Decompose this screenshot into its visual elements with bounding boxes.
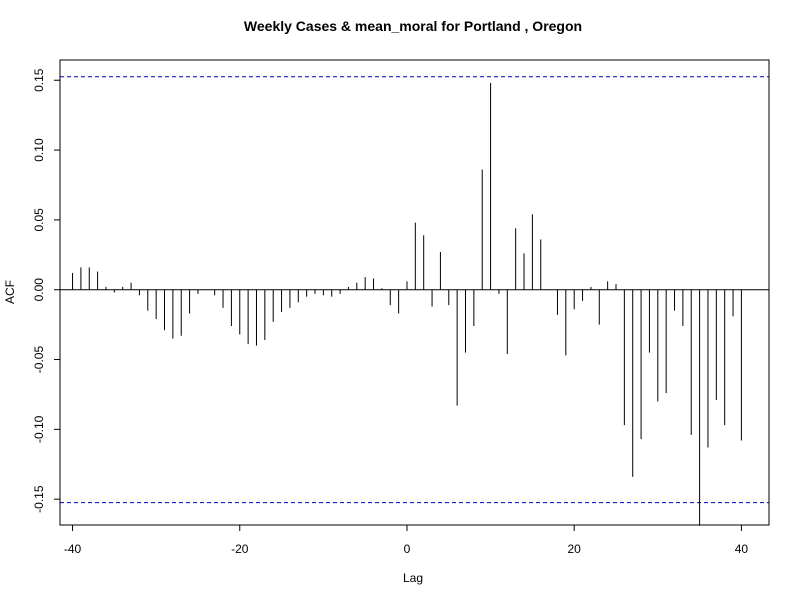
chart-marks: -40 -20 0 20 40 -0.15 -0.10 -0.05 0.00 0.05 0.10 0.…: [32, 68, 769, 556]
y-tick-label: -0.05: [32, 346, 46, 374]
x-tick-label: 20: [568, 542, 582, 556]
y-tick-label: 0.10: [32, 138, 46, 162]
y-tick-label: 0.00: [32, 278, 46, 302]
y-tick-label: -0.15: [32, 485, 46, 513]
x-tick-label: 0: [404, 542, 411, 556]
plot-frame: [59, 59, 770, 526]
chart-title: Weekly Cases & mean_moral for Portland ,…: [244, 18, 582, 34]
y-tick-label: -0.10: [32, 415, 46, 443]
x-axis-label: Lag: [403, 571, 423, 585]
y-tick-label: 0.15: [32, 68, 46, 92]
x-tick-label: -20: [231, 542, 249, 556]
x-tick-label: 40: [735, 542, 749, 556]
y-tick-label: 0.05: [32, 208, 46, 232]
x-tick-label: -40: [64, 542, 82, 556]
y-axis-label: ACF: [3, 280, 17, 304]
